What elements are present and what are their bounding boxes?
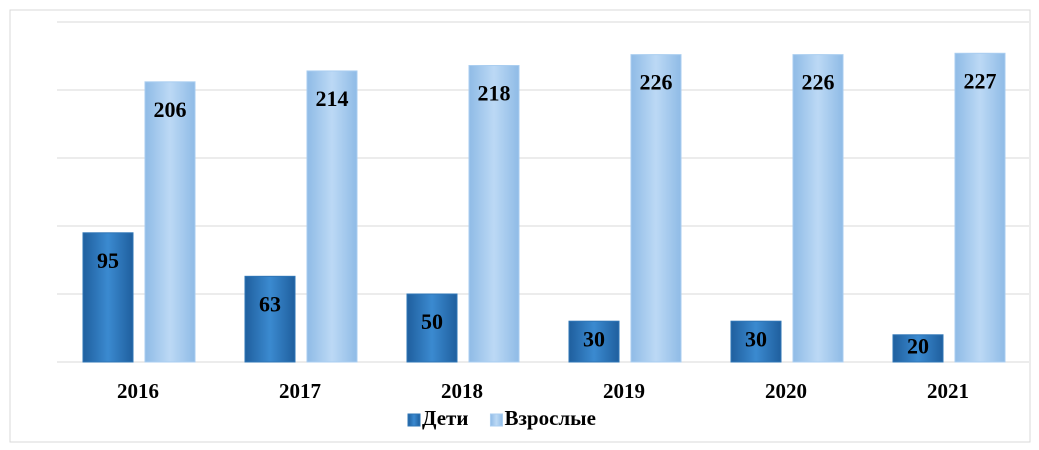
x-tick-label: 2016 <box>117 379 159 403</box>
data-label: 227 <box>964 68 997 93</box>
legend-label: Дети <box>422 406 468 430</box>
data-label: 218 <box>478 81 511 106</box>
bar <box>406 293 458 363</box>
data-label: 226 <box>802 70 835 95</box>
bar <box>244 275 296 363</box>
data-label: 206 <box>154 97 187 122</box>
bar <box>792 54 844 363</box>
data-label: 50 <box>421 309 443 334</box>
data-label: 30 <box>745 327 767 352</box>
x-tick-label: 2017 <box>279 379 321 403</box>
x-tick-label: 2021 <box>927 379 969 403</box>
data-label: 226 <box>640 70 673 95</box>
legend-swatch <box>407 413 421 427</box>
x-tick-label: 2020 <box>765 379 807 403</box>
bar <box>82 232 134 363</box>
bar <box>892 334 944 363</box>
bar <box>468 65 520 363</box>
legend-swatch <box>489 413 503 427</box>
bar <box>730 320 782 363</box>
data-label: 214 <box>316 86 349 111</box>
data-label: 95 <box>97 248 119 273</box>
legend-label: Взрослые <box>504 406 595 430</box>
data-label: 30 <box>583 327 605 352</box>
data-label: 63 <box>259 291 281 316</box>
bar <box>954 52 1006 363</box>
bar <box>630 54 682 363</box>
bar <box>306 70 358 363</box>
x-tick-label: 2019 <box>603 379 645 403</box>
x-tick-label: 2018 <box>441 379 483 403</box>
bar <box>144 81 196 363</box>
bar <box>568 320 620 363</box>
chart-border <box>9 9 1031 443</box>
data-label: 20 <box>907 333 929 358</box>
